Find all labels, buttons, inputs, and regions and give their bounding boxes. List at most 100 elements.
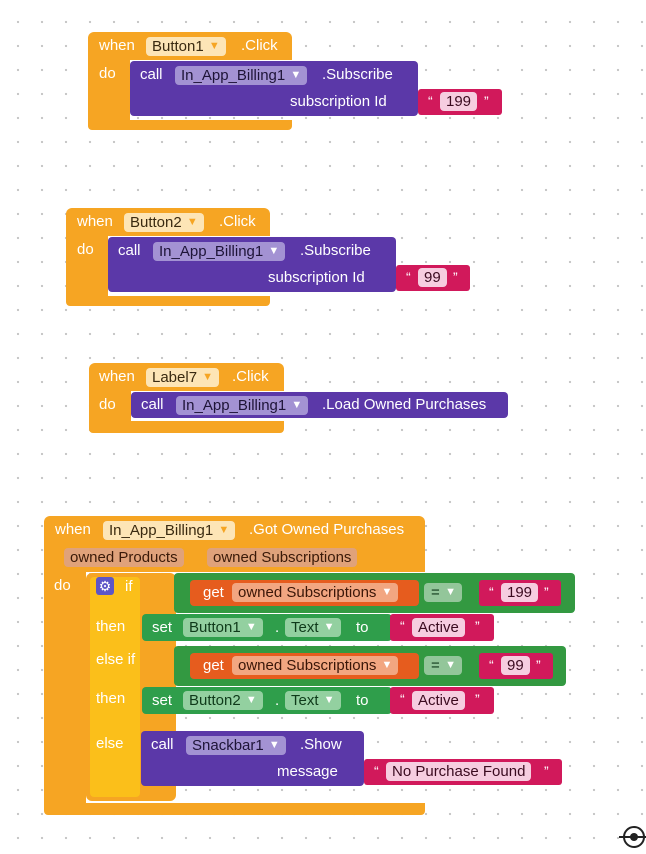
else-label: else [96, 735, 124, 752]
call-block[interactable]: call In_App_Billing1 .Subscribe subscrip… [108, 237, 396, 292]
set-label: set [152, 619, 173, 636]
call-block[interactable]: call In_App_Billing1 .Load Owned Purchas… [131, 392, 508, 418]
component-dropdown[interactable]: Button1 [146, 37, 226, 56]
set-block-2[interactable]: set Button2 . Text to [142, 687, 392, 714]
component-dropdown[interactable]: Button2 [124, 213, 204, 232]
quote-close: ” [453, 269, 458, 285]
method-name: .Subscribe [322, 66, 393, 83]
call-label: call [140, 66, 163, 83]
compare-block-1[interactable]: get owned Subscriptions = “ 199 ” [174, 573, 575, 613]
else-if-label: else if [96, 651, 136, 668]
variable-dropdown[interactable]: owned Subscriptions [232, 583, 399, 602]
component-dropdown[interactable]: Button2 [183, 691, 263, 710]
get-block[interactable]: get owned Subscriptions [190, 653, 419, 679]
arg-label: subscription Id [268, 269, 365, 286]
to-label: to [356, 619, 369, 636]
quote-open: “ [400, 618, 405, 634]
call-label: call [151, 736, 174, 753]
call-label: call [118, 242, 141, 259]
target-dropdown[interactable]: In_App_Billing1 [176, 396, 309, 415]
property-dropdown[interactable]: Text [285, 691, 341, 710]
to-label: to [356, 692, 369, 709]
string-block[interactable]: “ 99 ” [396, 265, 470, 291]
if-block-rail [90, 577, 140, 797]
quote-close: ” [544, 763, 549, 779]
operator-value: = [431, 657, 440, 674]
event-block-got-owned-purchases[interactable]: when In_App_Billing1 .Got Owned Purchase… [44, 516, 425, 815]
event-block-button2-click[interactable]: when Button2 .Click do [66, 208, 270, 306]
component-dropdown[interactable]: Button1 [183, 618, 263, 637]
locate-icon[interactable] [619, 826, 646, 848]
string-block[interactable]: “ Active ” [390, 687, 494, 714]
component-dropdown[interactable]: Label7 [146, 368, 220, 387]
event-bottom [44, 803, 425, 815]
quote-open: “ [489, 584, 494, 600]
quote-close: ” [475, 618, 480, 634]
string-value[interactable]: 199 [501, 583, 539, 602]
method-name: .Subscribe [300, 242, 371, 259]
event-bottom [88, 120, 292, 130]
do-label: do [77, 241, 94, 258]
set-block-1[interactable]: set Button1 . Text to [142, 614, 392, 641]
string-value[interactable]: Active [412, 691, 465, 710]
compare-block-2[interactable]: get owned Subscriptions = “ 99 ” [174, 646, 566, 686]
get-label: get [203, 584, 224, 601]
property-dropdown[interactable]: Text [285, 618, 341, 637]
then-label: then [96, 618, 126, 635]
operator-dropdown[interactable]: = [424, 656, 462, 675]
gear-icon[interactable]: ⚙ [96, 577, 114, 595]
event-side [44, 572, 86, 815]
event-block-label7-click[interactable]: when Label7 .Click do [89, 363, 284, 433]
when-label: when [55, 521, 91, 538]
method-name: .Load Owned Purchases [322, 396, 487, 413]
when-label: when [99, 37, 135, 54]
string-value[interactable]: No Purchase Found [386, 762, 532, 781]
variable-dropdown[interactable]: owned Subscriptions [232, 656, 399, 675]
quote-open: “ [428, 93, 433, 109]
string-value[interactable]: 99 [418, 268, 447, 287]
param-owned-subscriptions[interactable]: owned Subscriptions [207, 548, 358, 567]
do-label: do [99, 396, 116, 413]
quote-close: ” [484, 93, 489, 109]
param-owned-products[interactable]: owned Products [64, 548, 184, 567]
quote-open: “ [406, 269, 411, 285]
target-dropdown[interactable]: Snackbar1 [186, 736, 286, 755]
get-label: get [203, 657, 224, 674]
string-block[interactable]: “ 199 ” [479, 580, 561, 606]
event-name: .Click [232, 368, 269, 385]
operator-value: = [431, 584, 440, 601]
do-label: do [99, 65, 116, 82]
call-block-snackbar[interactable]: call Snackbar1 .Show message [141, 731, 364, 786]
set-label: set [152, 692, 173, 709]
quote-close: ” [536, 657, 541, 673]
dot-label: . [275, 619, 280, 636]
event-name: .Got Owned Purchases [249, 521, 405, 538]
target-dropdown[interactable]: In_App_Billing1 [153, 242, 286, 261]
target-dropdown[interactable]: In_App_Billing1 [175, 66, 308, 85]
string-value[interactable]: Active [412, 618, 465, 637]
string-block[interactable]: “ 99 ” [479, 653, 553, 679]
event-name: .Click [241, 37, 278, 54]
call-block[interactable]: call In_App_Billing1 .Subscribe subscrip… [130, 61, 418, 116]
string-value[interactable]: 99 [501, 656, 530, 675]
string-block[interactable]: “ 199 ” [418, 89, 502, 115]
event-side [88, 60, 130, 130]
quote-open: “ [374, 763, 379, 779]
when-label: when [77, 213, 113, 230]
if-label: if [125, 578, 133, 595]
component-dropdown[interactable]: In_App_Billing1 [103, 521, 236, 540]
get-block[interactable]: get owned Subscriptions [190, 580, 419, 606]
quote-close: ” [544, 584, 549, 600]
quote-close: ” [475, 691, 480, 707]
operator-dropdown[interactable]: = [424, 583, 462, 602]
then-label-2: then [96, 690, 126, 707]
call-label: call [141, 396, 164, 413]
string-block[interactable]: “ Active ” [390, 614, 494, 641]
method-name: .Show [300, 736, 342, 753]
event-block-button1-click[interactable]: when Button1 .Click do [88, 32, 292, 130]
string-value[interactable]: 199 [440, 92, 478, 111]
do-label: do [54, 577, 71, 594]
event-side [66, 236, 108, 306]
dot-label: . [275, 692, 280, 709]
string-block[interactable]: “ No Purchase Found ” [364, 759, 562, 785]
